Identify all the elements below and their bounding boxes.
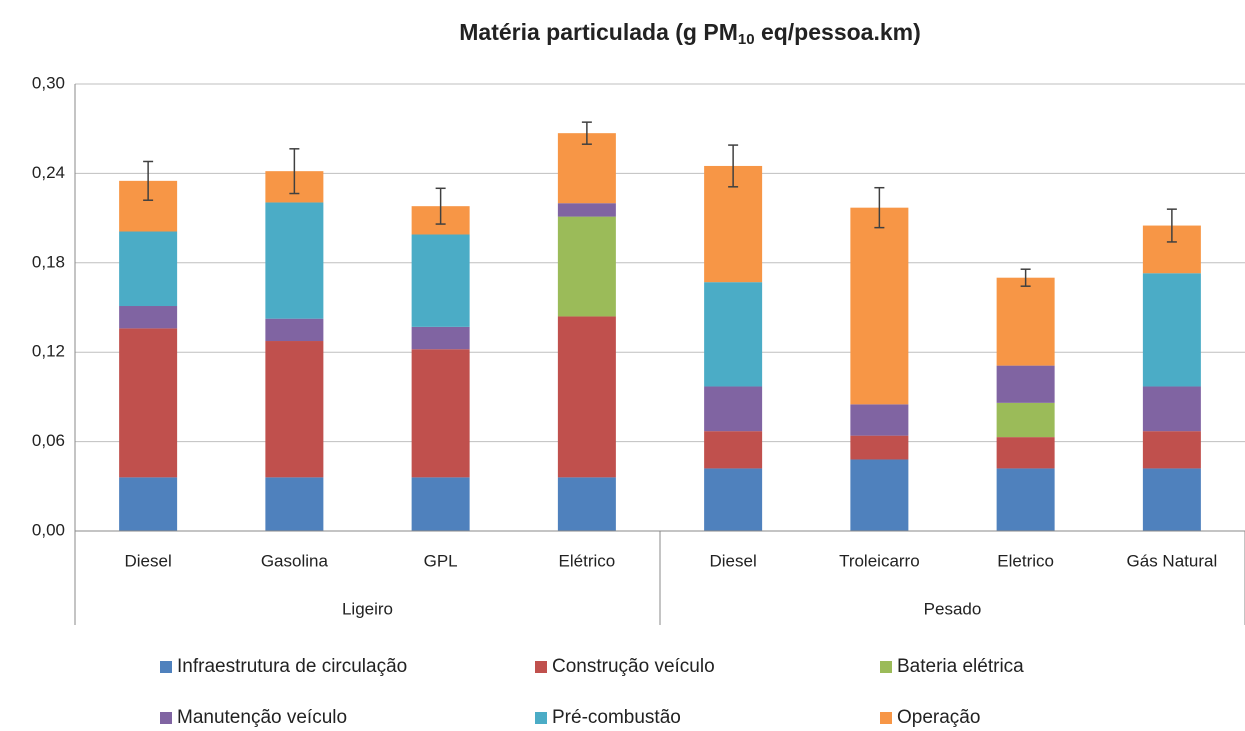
bar-segment bbox=[996, 365, 1055, 403]
legend-swatch bbox=[880, 661, 892, 673]
legend-label: Bateria elétrica bbox=[897, 656, 1024, 677]
x-tick-label: GPL bbox=[424, 551, 458, 570]
bar-segment bbox=[265, 341, 324, 478]
bar-segment bbox=[119, 328, 178, 478]
legend-label: Infraestrutura de circulação bbox=[177, 656, 407, 677]
y-tick-label: 0,24 bbox=[32, 163, 65, 182]
legend-swatch bbox=[880, 712, 892, 724]
x-tick-label: Eletrico bbox=[997, 551, 1054, 570]
x-tick-label: Diesel bbox=[710, 551, 757, 570]
bar-segment bbox=[1142, 431, 1201, 469]
bar-segment bbox=[1142, 386, 1201, 432]
error-bar bbox=[728, 144, 739, 188]
x-tick-label: Diesel bbox=[125, 551, 172, 570]
error-bar bbox=[874, 186, 885, 229]
y-tick-label: 0,00 bbox=[32, 520, 65, 539]
y-tick-label: 0,30 bbox=[32, 73, 65, 92]
error-bar bbox=[435, 187, 446, 225]
bar-segment bbox=[265, 477, 324, 531]
bar-segment bbox=[850, 207, 909, 405]
legend-swatch bbox=[535, 712, 547, 724]
group-label: Pesado bbox=[924, 599, 982, 618]
bar-segment bbox=[411, 349, 470, 478]
group-label: Ligeiro bbox=[342, 599, 393, 618]
bar-segment bbox=[119, 231, 178, 307]
bar-segment bbox=[704, 282, 763, 387]
bar-segment bbox=[850, 459, 909, 531]
bar-segment bbox=[704, 468, 763, 531]
bar-segment bbox=[996, 468, 1055, 531]
error-bar bbox=[143, 160, 154, 201]
bar-segment bbox=[119, 306, 178, 329]
bar-segment bbox=[411, 477, 470, 531]
bar-segment bbox=[996, 437, 1055, 469]
legend-label: Operação bbox=[897, 707, 980, 728]
bar-segment bbox=[850, 404, 909, 436]
y-tick-label: 0,12 bbox=[32, 342, 65, 361]
chart-title: Matéria particulada (g PM10 eq/pessoa.km… bbox=[459, 19, 921, 48]
y-tick-label: 0,18 bbox=[32, 252, 65, 271]
error-bar bbox=[581, 121, 592, 145]
legend-swatch bbox=[535, 661, 547, 673]
bar-segment bbox=[557, 316, 616, 478]
x-tick-label: Elétrico bbox=[559, 551, 616, 570]
legend-swatch bbox=[160, 661, 172, 673]
bar-segment bbox=[557, 203, 616, 217]
x-tick-label: Gasolina bbox=[261, 551, 329, 570]
legend-label: Pré-combustão bbox=[552, 707, 681, 728]
bar-segment bbox=[411, 234, 470, 327]
bar-segment bbox=[704, 386, 763, 432]
bar-segment bbox=[265, 202, 324, 319]
bar-segment bbox=[1142, 468, 1201, 531]
x-tick-label: Gás Natural bbox=[1127, 551, 1218, 570]
bar-segment bbox=[265, 318, 324, 342]
error-bar bbox=[1166, 208, 1177, 243]
bar-segment bbox=[996, 402, 1055, 438]
error-bar bbox=[1020, 268, 1031, 287]
error-bar bbox=[289, 148, 300, 195]
bar-segment bbox=[119, 477, 178, 531]
bar-segment bbox=[996, 277, 1055, 366]
bar-segment bbox=[557, 216, 616, 317]
bar-segment bbox=[411, 326, 470, 350]
bar-segment bbox=[1142, 273, 1201, 387]
bar-segment bbox=[704, 431, 763, 469]
y-tick-label: 0,06 bbox=[32, 431, 65, 450]
legend-label: Manutenção veículo bbox=[177, 707, 347, 728]
bar-segment bbox=[557, 477, 616, 531]
x-tick-label: Troleicarro bbox=[839, 551, 920, 570]
bar-segment bbox=[850, 435, 909, 460]
legend-swatch bbox=[160, 712, 172, 724]
legend-label: Construção veículo bbox=[552, 656, 715, 677]
